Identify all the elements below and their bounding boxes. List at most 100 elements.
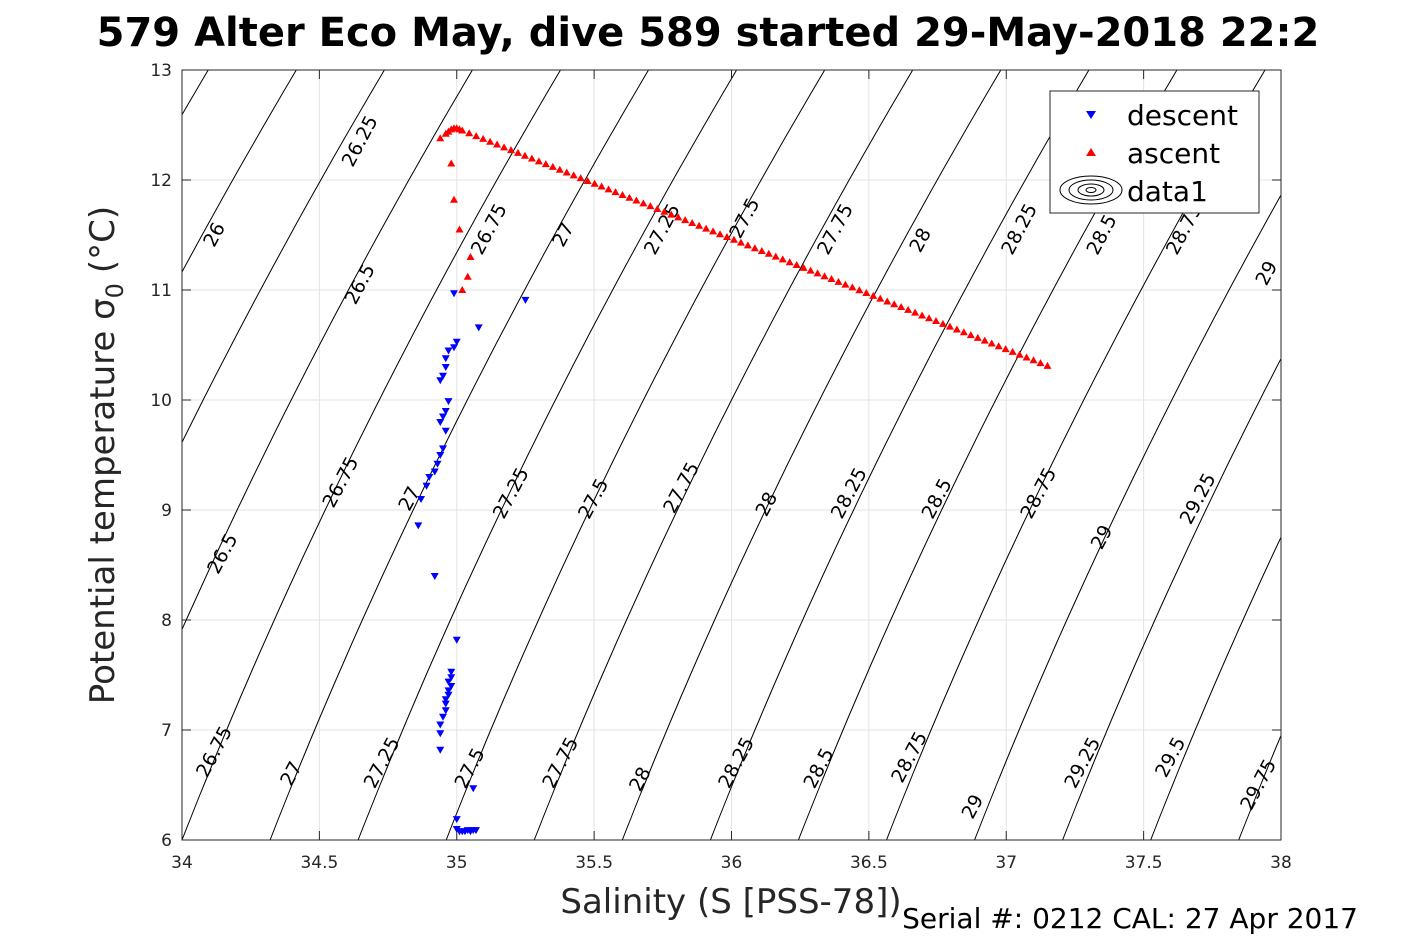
ascent-point [855,286,864,294]
isopycnal-line [182,70,385,444]
descent-point [444,691,453,699]
ascent-point [1043,361,1052,369]
y-axis-ticks: 6 7 8 9 10 11 12 13 [150,61,1281,851]
x-axis-label: Salinity (S [PSS-78]) [560,882,901,922]
descent-point [469,785,478,793]
ascent-point [541,160,550,168]
ascent-point [450,195,459,203]
ascent-point [890,300,899,308]
ascent-point [820,272,829,280]
descent-point [452,338,461,346]
ascent-point [876,294,885,302]
descent-point [441,355,450,363]
ascent-point [1029,356,1038,364]
x-tick-label: 37.5 [1125,853,1163,873]
descent-point [447,674,456,682]
ascent-point [973,333,982,341]
ascent-point [862,289,871,297]
descent-point [433,460,442,468]
descent-point [450,290,459,298]
ascent-point [472,132,481,140]
ascent-point [667,210,676,218]
descent-point [436,452,445,459]
ascent-point [458,126,467,134]
serial-cal-footer: Serial #: 0212 CAL: 27 Apr 2017 [902,902,1358,935]
ascent-point [911,308,920,316]
y-tick-label: 10 [150,391,172,411]
descent-point [439,713,448,721]
ascent-point [590,179,599,187]
ascent-point [792,261,801,269]
ascent-point [555,165,564,173]
ascent-point [904,305,913,313]
descent-point [444,347,453,355]
y-tick-label: 8 [161,611,172,631]
ascent-point [695,221,704,229]
descent-point [439,413,448,421]
ascent-point [632,196,641,204]
descent-point [441,707,450,715]
ascent-point [618,190,627,198]
ascent-point [945,322,954,330]
descent-point [436,746,445,754]
ascent-point [527,154,536,162]
ascent-point [625,193,634,201]
ascent-point [548,162,557,170]
ascent-point [513,148,522,156]
legend-ascent-label: ascent [1127,137,1220,170]
legend-ascent-marker [1086,148,1096,156]
legend-contour-icon [1059,175,1123,205]
ascent-point [931,317,940,325]
ascent-point [813,269,822,277]
isopycnal-line [182,70,473,631]
descent-point [521,296,530,304]
isopycnal-line [1150,535,1281,840]
ascent-point [778,255,787,263]
ascent-point [980,336,989,344]
ascent-point [639,199,648,207]
y-tick-label: 11 [150,281,172,301]
ascent-point [785,258,794,266]
x-tick-label: 34.5 [300,853,338,873]
descent-series [414,290,530,836]
y-tick-label: 13 [150,61,172,81]
ascent-point [806,266,815,274]
descent-point [441,427,450,435]
ascent-point [455,225,464,233]
ascent-point [757,247,766,255]
x-tick-label: 35.5 [575,853,613,873]
x-tick-label: 37 [995,853,1017,873]
x-tick-label: 36.5 [850,853,888,873]
x-tick-label: 38 [1270,853,1292,873]
y-axis-label-main: Potential temperature σ [83,298,123,704]
isopycnal-line [621,70,1002,840]
ascent-point [486,137,495,145]
ascent-point [966,331,975,339]
ascent-point [848,283,857,291]
ascent-point [562,168,571,176]
ascent-point [918,311,927,319]
ascent-point [1036,359,1045,367]
descent-point [447,683,456,690]
legend-descent-label: descent [1127,99,1238,132]
ascent-series [436,124,1052,369]
isopycnal-line [709,70,1090,840]
isopycnal-line [182,70,297,273]
ascent-point [507,146,516,154]
ascent-point [583,176,592,184]
ascent-point [764,249,773,257]
y-tick-label: 9 [161,501,172,521]
ascent-point [604,185,613,193]
y-axis-label-subscript: 0 [101,283,129,298]
isopycnal-line [1062,357,1281,840]
descent-point [441,696,450,704]
legend: descent ascent data1 [1049,90,1260,214]
ascent-point [458,286,467,293]
ascent-point [716,230,725,238]
descent-point [430,573,439,580]
isopycnal-line [974,194,1281,840]
ascent-point [771,252,780,260]
descent-point [471,827,480,835]
ascent-point [646,202,655,210]
ascent-point [688,218,697,226]
